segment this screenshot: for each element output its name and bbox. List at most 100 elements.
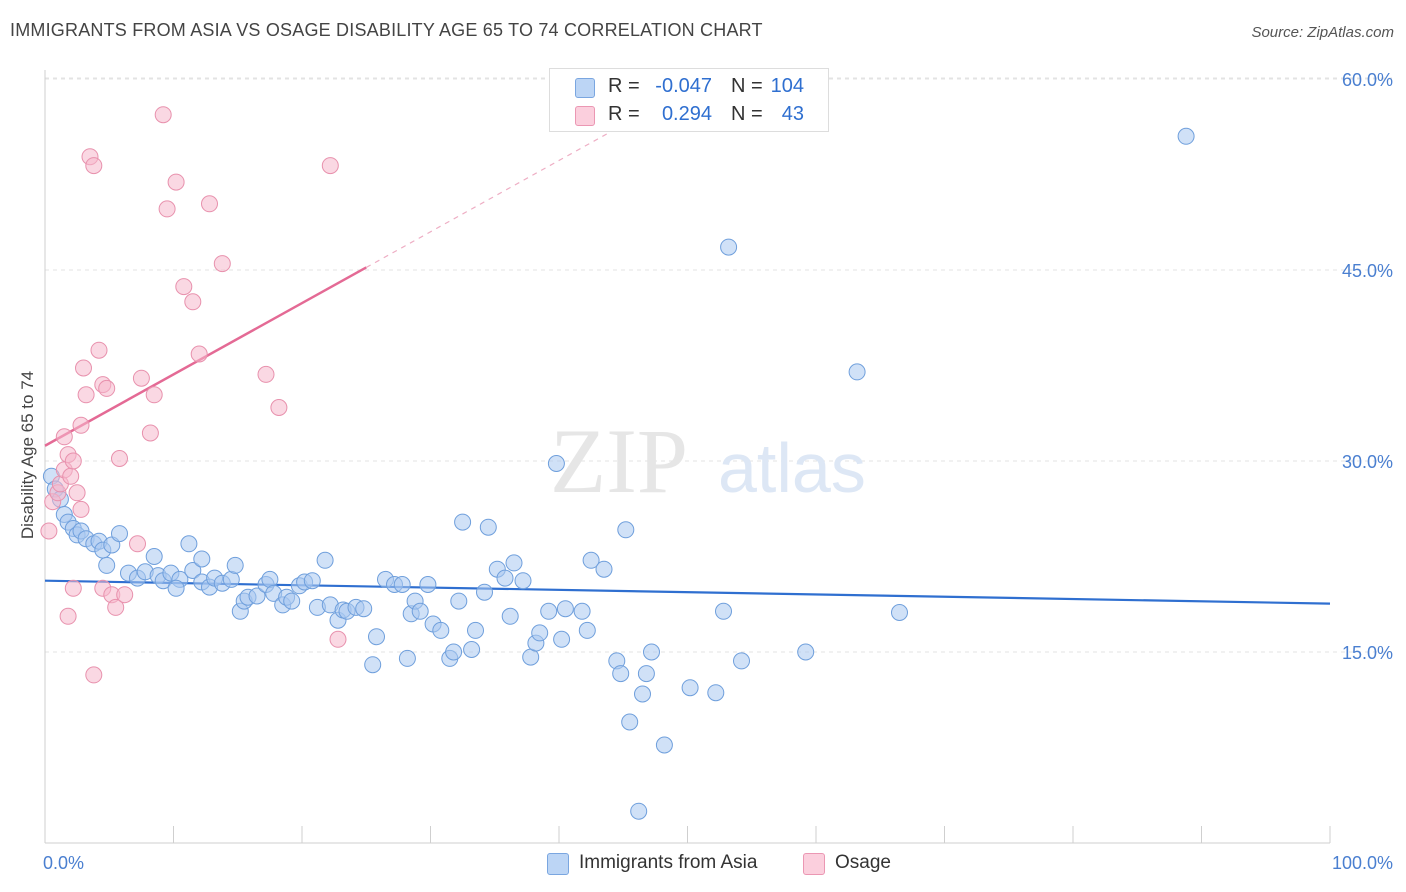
bottom-legend-label-asia: Immigrants from Asia xyxy=(579,852,758,873)
asia-point-94 xyxy=(634,685,651,703)
osage-point-34 xyxy=(201,195,218,213)
asia-point-38 xyxy=(261,570,279,588)
asia-point-58 xyxy=(393,576,411,593)
asia-point-63 xyxy=(419,576,437,593)
osage-point-33 xyxy=(190,345,208,363)
osage-point-7 xyxy=(62,467,80,485)
asia-point-77 xyxy=(505,554,523,572)
asia-point-89 xyxy=(595,560,613,578)
asia-point-84 xyxy=(553,630,571,648)
asia-point-104 xyxy=(848,363,866,381)
asia-point-36 xyxy=(248,587,266,605)
osage-point-24 xyxy=(129,535,146,553)
osage-point-6 xyxy=(55,428,73,446)
asia-point-25 xyxy=(184,562,202,579)
asia-point-88 xyxy=(582,551,600,569)
legend-n-label: N = xyxy=(731,75,763,97)
asia-point-83 xyxy=(547,455,565,472)
legend-n-value-asia: 104 xyxy=(770,75,804,97)
osage-point-37 xyxy=(270,399,288,416)
osage-point-11 xyxy=(75,359,92,377)
asia-point-45 xyxy=(303,572,321,590)
osage-point-21 xyxy=(107,598,125,616)
asia-point-76 xyxy=(501,607,519,625)
legend-r-value-asia: -0.047 xyxy=(655,75,712,97)
asia-point-62 xyxy=(411,602,429,620)
watermark: ZIP atlas xyxy=(550,410,866,512)
asia-point-54 xyxy=(364,656,382,674)
osage-point-12 xyxy=(77,386,95,404)
osage-point-41 xyxy=(64,579,82,597)
bottom-legend-swatch-asia xyxy=(547,853,569,875)
osage-point-39 xyxy=(329,630,347,648)
asia-point-69 xyxy=(454,513,472,531)
osage-point-15 xyxy=(85,157,103,175)
legend-swatch-osage xyxy=(575,106,595,126)
asia-point-73 xyxy=(479,518,497,536)
legend-n-label: N = xyxy=(731,103,763,125)
asia-point-105 xyxy=(891,604,908,621)
asia-point-102 xyxy=(733,652,750,670)
legend-swatch-asia xyxy=(575,78,595,98)
legend-n-value-osage: 43 xyxy=(781,103,804,125)
asia-point-70 xyxy=(463,641,481,658)
asia-point-71 xyxy=(467,621,484,639)
osage-point-30 xyxy=(167,173,185,191)
asia-point-23 xyxy=(167,579,185,597)
x-tick-label-0: 0.0% xyxy=(43,853,84,873)
osage-point-27 xyxy=(145,386,163,404)
osage-point-42 xyxy=(59,607,77,625)
asia-point-47 xyxy=(316,551,334,569)
osage-point-13 xyxy=(72,500,90,518)
osage-point-38 xyxy=(321,157,339,175)
asia-point-95 xyxy=(637,665,655,683)
legend-box: R = -0.047 N = 104 R = 0.294 N = 43 xyxy=(549,68,829,132)
y-tick-label-30: 30.0% xyxy=(1342,452,1393,472)
osage-point-32 xyxy=(184,293,202,311)
x-tick-label-100: 100.0% xyxy=(1332,853,1393,873)
asia-point-91 xyxy=(612,665,630,683)
gridlines xyxy=(45,77,1392,653)
osage-point-22 xyxy=(111,450,128,467)
asia-point-14 xyxy=(98,556,116,574)
osage-point-10 xyxy=(72,416,90,434)
asia-point-32 xyxy=(226,556,244,574)
bottom-legend: Immigrants from Asia Osage xyxy=(0,852,1406,878)
watermark-zip: ZIP xyxy=(550,410,688,512)
osage-point-29 xyxy=(158,200,176,218)
axes xyxy=(44,70,1331,844)
legend-r-label: R = xyxy=(608,75,640,97)
asia-point-98 xyxy=(681,679,699,697)
asia-point-103 xyxy=(797,643,815,661)
asia-point-18 xyxy=(145,548,163,565)
osage-point-28 xyxy=(154,106,172,124)
watermark-atlas: atlas xyxy=(718,429,866,507)
bottom-legend-swatch-osage xyxy=(803,853,825,875)
osage-point-31 xyxy=(175,278,193,296)
asia-point-96 xyxy=(643,643,660,661)
trend-lines xyxy=(44,124,1331,605)
asia-point-97 xyxy=(655,736,673,754)
osage-point-26 xyxy=(141,424,159,442)
asia-point-106 xyxy=(1177,127,1195,145)
osage-point-9 xyxy=(68,484,86,502)
data-points xyxy=(40,106,1195,820)
y-tick-label-15: 15.0% xyxy=(1342,643,1393,663)
asia-point-72 xyxy=(476,583,493,601)
asia-point-82 xyxy=(540,602,558,620)
bottom-legend-label-osage: Osage xyxy=(835,852,891,873)
asia-point-68 xyxy=(450,592,468,610)
asia-point-59 xyxy=(398,649,416,667)
osage-point-25 xyxy=(132,369,150,387)
asia-point-78 xyxy=(514,572,532,590)
legend-r-label: R = xyxy=(608,103,640,125)
asia-point-92 xyxy=(617,521,635,539)
asia-point-31 xyxy=(222,570,240,588)
asia-point-53 xyxy=(355,600,373,618)
osage-point-18 xyxy=(98,379,116,397)
y-tick-label-60: 60.0% xyxy=(1342,70,1393,90)
asia-point-24 xyxy=(180,535,198,553)
asia-point-67 xyxy=(445,643,463,661)
asia-point-13 xyxy=(111,525,128,543)
